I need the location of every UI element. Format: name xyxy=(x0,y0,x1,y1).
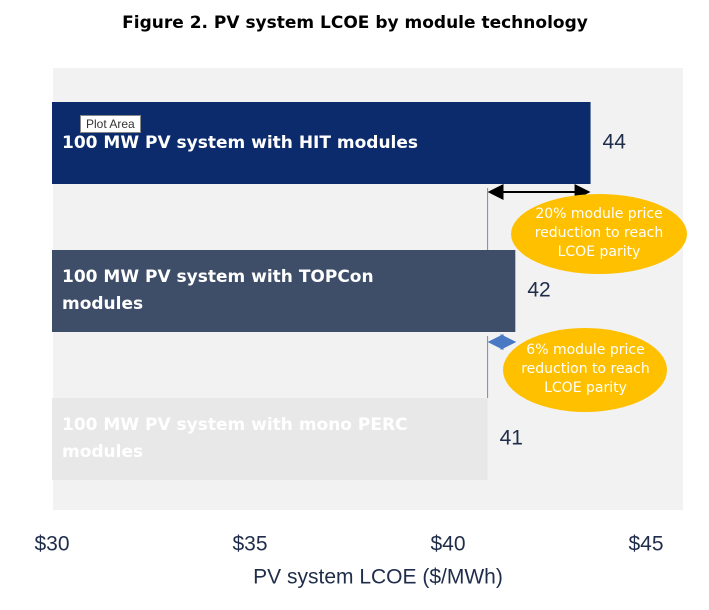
x-tick-label: $35 xyxy=(232,533,267,556)
value-label: 42 xyxy=(527,279,550,302)
callout xyxy=(503,328,667,412)
bar xyxy=(52,398,488,480)
value-label: 44 xyxy=(603,131,627,154)
x-tick-label: $40 xyxy=(430,533,465,556)
annotation: 20% module price reduction to reach LCOE… xyxy=(534,206,664,260)
category-label: 100 MW PV system with HIT modules xyxy=(62,132,419,153)
x-axis-label: PV system LCOE ($/MWh) xyxy=(253,566,503,589)
x-tick-label: $45 xyxy=(628,533,663,556)
callout xyxy=(511,194,687,274)
tooltip: Plot Area xyxy=(80,115,141,133)
value-label: 41 xyxy=(500,427,523,450)
bar xyxy=(52,102,591,184)
category-label: 100 MW PV system with mono PERC modules xyxy=(62,415,408,462)
category-label: 100 MW PV system with TOPCon modules xyxy=(62,267,374,314)
x-tick-label: $30 xyxy=(34,533,69,556)
chart-title: Figure 2. PV system LCOE by module techn… xyxy=(122,13,588,33)
annotation: 6% module price reduction to reach LCOE … xyxy=(521,342,650,396)
bar xyxy=(52,250,516,332)
